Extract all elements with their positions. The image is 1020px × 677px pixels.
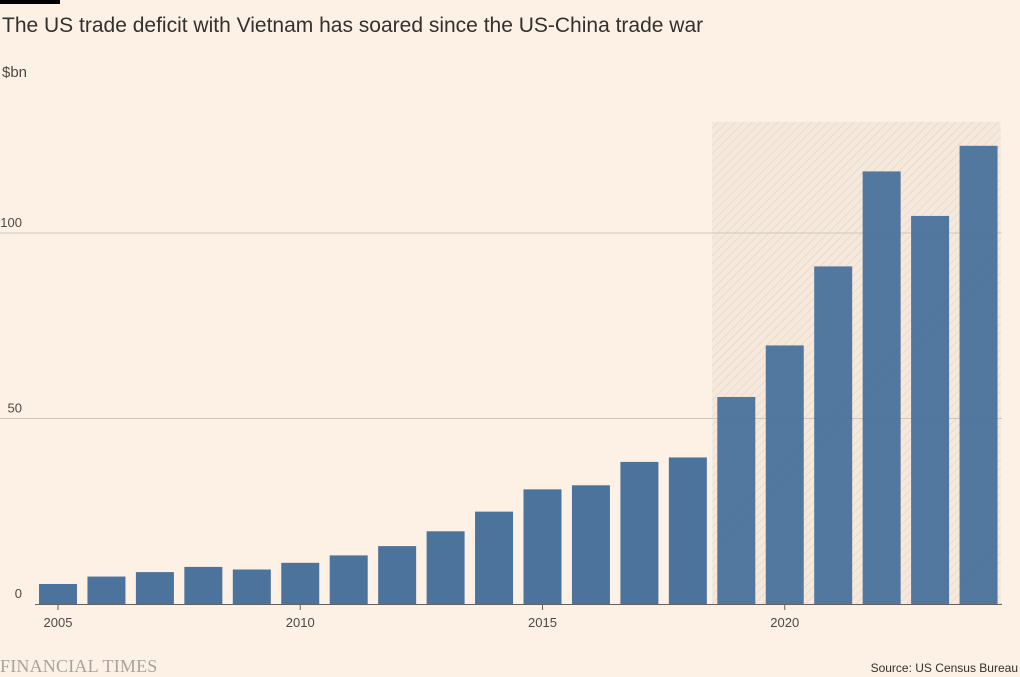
y-axis-unit-label: $bn bbox=[2, 64, 28, 81]
x-tick-label-2010: 2010 bbox=[286, 615, 315, 630]
bar-2010 bbox=[281, 562, 320, 604]
bar-2020 bbox=[765, 345, 804, 604]
bar-2021 bbox=[814, 266, 853, 604]
bar-2014 bbox=[475, 511, 514, 604]
brand-bar bbox=[0, 0, 60, 4]
y-tick-label-50: 50 bbox=[8, 401, 22, 416]
bar-2022 bbox=[862, 171, 901, 604]
x-tick-label-2015: 2015 bbox=[528, 615, 557, 630]
source-note: Source: US Census Bureau bbox=[870, 661, 1018, 675]
chart-title: The US trade deficit with Vietnam has so… bbox=[2, 14, 704, 37]
y-tick-label-0: 0 bbox=[15, 586, 22, 601]
bar-2006 bbox=[87, 576, 126, 604]
ft-logo: FINANCIAL TIMES bbox=[0, 656, 158, 676]
bar-2011 bbox=[329, 555, 368, 604]
bar-2007 bbox=[135, 572, 174, 604]
bar-2023 bbox=[911, 215, 950, 604]
bar-2017 bbox=[620, 461, 659, 604]
y-tick-label-100: 100 bbox=[0, 215, 22, 230]
bar-2016 bbox=[571, 485, 610, 604]
bar-2012 bbox=[378, 546, 417, 604]
x-tick-label-2020: 2020 bbox=[770, 615, 799, 630]
bar-2009 bbox=[232, 569, 271, 604]
bar-2013 bbox=[426, 531, 465, 604]
trade-war-highlight-region bbox=[712, 121, 1001, 604]
bar-2015 bbox=[523, 489, 562, 604]
bar-2005 bbox=[39, 583, 77, 604]
bar-2019 bbox=[717, 396, 756, 604]
bar-2024 bbox=[959, 145, 998, 604]
x-tick-label-2005: 2005 bbox=[44, 615, 73, 630]
bar-2008 bbox=[184, 566, 223, 604]
bar-2018 bbox=[668, 457, 707, 604]
